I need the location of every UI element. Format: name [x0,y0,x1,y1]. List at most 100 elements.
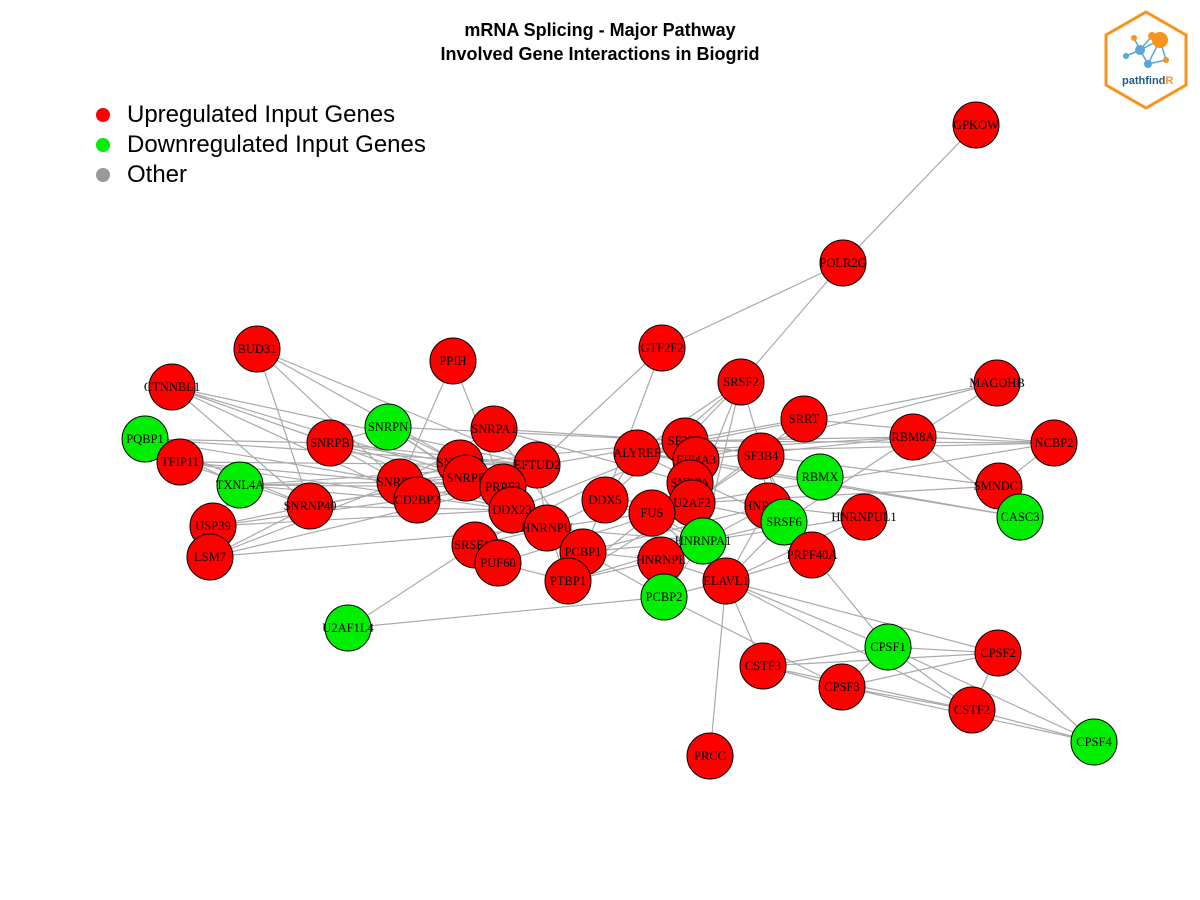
node-circle-hnrnpa1 [679,517,727,565]
edge-sf3b4-smndc1 [760,455,1000,487]
node-label-cpsf2: CPSF2 [980,646,1015,660]
node-label-gtf2f2: GTF2F2 [640,341,683,355]
node-circle-fus [628,489,676,537]
node-label-elavl1: ELAVL1 [703,574,749,588]
node-label-prpf40a: PRPF40A [787,548,838,562]
node-label-ncbp2: NCBP2 [1035,436,1074,450]
node-label-bud31: BUD31 [238,342,277,356]
node-ppih: PPIH [429,337,477,385]
edge-hnrnpf-pcbp1 [582,505,769,553]
node-label-cd2bp2: CD2BP2 [394,493,439,507]
chart-title-line1: mRNA Splicing - Major Pathway [464,20,736,40]
node-ctnnbl1: CTNNBL1 [144,363,200,411]
edge-pcbp2-cpsf3 [663,596,843,688]
node-label-hnrnpul1: HNRNPUL1 [831,510,896,524]
edge-lsm7-prpf3 [209,486,504,558]
node-label-casc3: CASC3 [1001,510,1040,524]
pathfindr-logo: pathfindR [1104,10,1188,110]
node-puf60: PUF60 [474,539,522,587]
node-snrnp40: SNRNP40 [284,482,337,530]
node-circle-ddx5 [581,476,629,524]
legend-label-upregulated: Upregulated Input Genes [127,101,396,128]
edge-gpkow-polr2g [842,124,977,264]
legend: Upregulated Input Genes Downregulated In… [96,100,426,190]
node-srsf6: SRSF6 [760,498,808,546]
node-layer: GPKOW POLR2G GTF2F2 BUD31 PPIH SRSF2 MAGOHB CTN… [121,101,1118,780]
edge-gtf2f2-ddx5 [604,347,663,501]
node-cpsf1: CPSF1 [864,623,912,671]
edge-snrpb-eftud2 [329,442,538,466]
node-circle-ctnnbl1 [148,363,196,411]
node-fus: FUS [628,489,676,537]
node-label-cpsf4: CPSF4 [1076,735,1112,749]
edge-elavl1-prcc [709,580,727,757]
legend-dot-downregulated [96,138,110,152]
node-label-pcbp2: PCBP2 [646,590,683,604]
node-circle-polr2g [819,239,867,287]
node-hnrnpa1: HNRNPA1 [675,517,731,565]
node-label-magohb: MAGOHB [969,376,1025,390]
edge-cpsf1-cpsf4 [887,646,1095,743]
node-circle-magohb [973,359,1021,407]
node-pqbp1: PQBP1 [121,415,169,463]
edge-elavl1-cpsf2 [725,580,999,654]
node-circle-ncbp2 [1030,419,1078,467]
node-label-ddx5: DDX5 [588,493,621,507]
node-gtf2f2: GTF2F2 [638,324,686,372]
edge-ctnnbl1-snrnp40 [171,386,311,507]
node-label-snrpe: SNRPE [447,471,486,485]
node-label-alyref: ALYREF [613,446,660,460]
node-ddx5: DDX5 [581,476,629,524]
node-u2af1l4: U2AF1L4 [322,604,374,652]
node-circle-lsm7 [186,533,234,581]
node-hnrnpu: HNRNPU [521,504,573,552]
node-snrpn: SNRPN [364,403,412,451]
edge-polr2g-srsf2 [740,262,844,383]
node-label-txnl4a: TXNL4A [216,478,265,492]
node-circle-alyref [613,429,661,477]
node-circle-snrnp40 [286,482,334,530]
node-label-rbm8a: RBM8A [891,430,934,444]
node-circle-sf3b4 [737,432,785,480]
node-label-cstf2: CSTF2 [954,703,990,717]
legend-label-downregulated: Downregulated Input Genes [127,131,426,158]
node-circle-tfip11 [156,438,204,486]
edge-elavl1-cpsf1 [725,580,889,648]
node-circle-txnl4a [216,461,264,509]
node-circle-rbm8a [889,413,937,461]
node-circle-prpf40a [788,531,836,579]
node-label-snrnp40: SNRNP40 [284,499,337,513]
node-lsm7: LSM7 [186,533,234,581]
node-label-hnrnpl: HNRNPL [636,553,686,567]
node-circle-bud31 [233,325,281,373]
node-circle-srrt [780,395,828,443]
node-hnrnpul1: HNRNPUL1 [831,493,897,541]
node-label-snrpn: SNRPN [368,420,408,434]
node-circle-gtf2f2 [638,324,686,372]
node-label-tfip11: TFIP11 [161,455,199,469]
node-label-ctnnbl1: CTNNBL1 [144,380,200,394]
node-label-snrpb: SNRPB [310,436,350,450]
node-label-srsf2: SRSF2 [723,375,758,389]
edge-ctnnbl1-cd2bp2 [171,386,418,501]
node-circle-hnrnpul1 [840,493,888,541]
edge-pcbp2-u2af1l4 [347,596,665,629]
legend-item-downregulated: Downregulated Input Genes [96,130,426,160]
chart-title-line2: Involved Gene Interactions in Biogrid [440,44,760,64]
node-eftud2: EFTUD2 [513,441,561,489]
node-cstf3: CSTF3 [739,642,787,690]
node-pcbp2: PCBP2 [640,573,688,621]
node-label-snrpa1: SNRPA1 [471,422,516,436]
node-tfip11: TFIP11 [156,438,204,486]
edge-gtf2f2-eftud2 [536,347,663,466]
node-label-ppih: PPIH [439,354,466,368]
node-label-hnrnpu: HNRNPU [521,521,572,535]
node-ptbp1: PTBP1 [544,557,592,605]
node-snrpa1: SNRPA1 [470,405,518,453]
edge-cstf3-cstf2 [762,665,973,711]
node-circle-ptbp1 [544,557,592,605]
node-prpf40a: PRPF40A [787,531,838,579]
node-circle-snrpa1 [470,405,518,453]
legend-dot-upregulated [96,108,110,122]
